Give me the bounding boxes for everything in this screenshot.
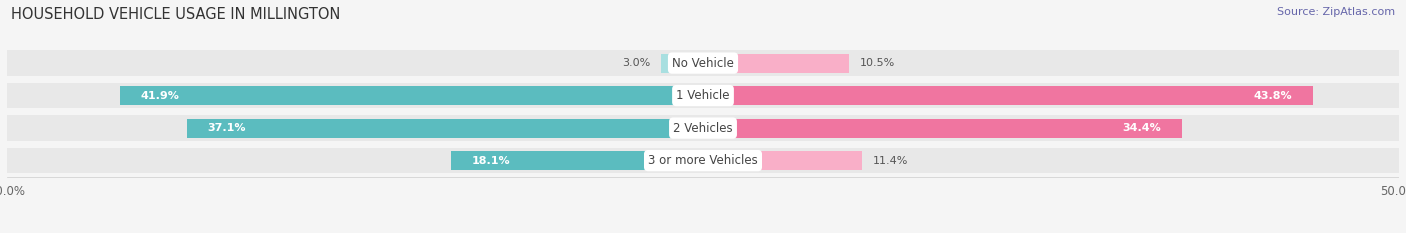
Bar — [7, 148, 1399, 173]
Bar — [703, 151, 862, 170]
Bar — [120, 86, 703, 105]
Text: 1 Vehicle: 1 Vehicle — [676, 89, 730, 102]
Bar — [703, 119, 1182, 137]
Text: 43.8%: 43.8% — [1253, 91, 1292, 101]
Text: No Vehicle: No Vehicle — [672, 57, 734, 70]
Text: Source: ZipAtlas.com: Source: ZipAtlas.com — [1277, 7, 1395, 17]
Text: 37.1%: 37.1% — [208, 123, 246, 133]
Text: 3.0%: 3.0% — [621, 58, 650, 68]
Bar — [703, 54, 849, 72]
Bar — [7, 50, 1399, 76]
Text: 34.4%: 34.4% — [1122, 123, 1161, 133]
Text: 2 Vehicles: 2 Vehicles — [673, 122, 733, 135]
Text: 11.4%: 11.4% — [873, 156, 908, 166]
Text: 18.1%: 18.1% — [472, 156, 510, 166]
Text: 10.5%: 10.5% — [860, 58, 896, 68]
Text: 3 or more Vehicles: 3 or more Vehicles — [648, 154, 758, 167]
Text: 41.9%: 41.9% — [141, 91, 180, 101]
Bar — [451, 151, 703, 170]
Bar — [7, 115, 1399, 141]
Bar — [187, 119, 703, 137]
Bar — [7, 83, 1399, 108]
Text: HOUSEHOLD VEHICLE USAGE IN MILLINGTON: HOUSEHOLD VEHICLE USAGE IN MILLINGTON — [11, 7, 340, 22]
Bar — [703, 86, 1313, 105]
Bar — [661, 54, 703, 72]
